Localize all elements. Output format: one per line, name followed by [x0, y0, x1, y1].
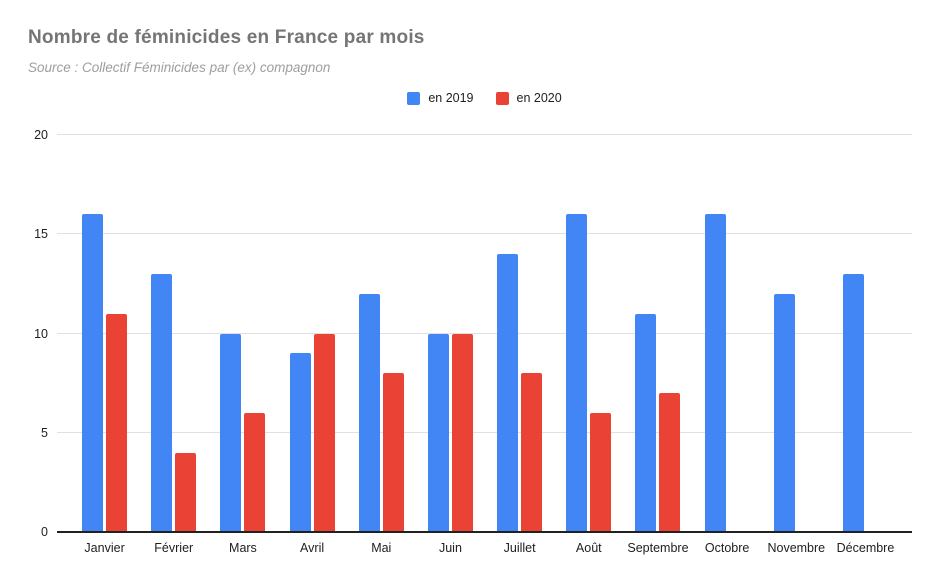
bar-en-2019-juillet [497, 254, 519, 532]
bar-en-2020-juillet [521, 373, 543, 532]
x-axis-month-label: Mars [229, 541, 257, 555]
bar-en-2020-mars [244, 412, 266, 532]
x-axis-month-label: Avril [300, 541, 325, 555]
bar-en-2019-aout [566, 214, 588, 532]
x-axis-month-label: Janvier [84, 541, 125, 555]
bars-area: Janvier Février Mars Avril Mai Juin Juillet Aoû… [70, 135, 900, 555]
bar-group-mars: Mars [208, 135, 277, 555]
bar-group-octobre: Octobre [693, 135, 762, 555]
x-axis-month-label: Décembre [836, 541, 895, 555]
x-axis-month-label: Mai [371, 541, 392, 555]
bar-group-juillet: Juillet [485, 135, 554, 555]
bar-en-2020-fevrier [175, 452, 197, 532]
legend-item-en-2019: en 2019 [407, 91, 474, 105]
bar-group-decembre: Décembre [831, 135, 900, 555]
bar-group-janvier: Janvier [70, 135, 139, 555]
bar-group-novembre: Novembre [762, 135, 831, 555]
chart-subtitle: Source : Collectif Féminicides par (ex) … [28, 60, 331, 75]
bar-group-avril: Avril [278, 135, 347, 555]
bar-en-2019-octobre [704, 214, 726, 532]
legend-label: en 2019 [428, 91, 474, 105]
y-axis-tick-label: 10 [34, 326, 48, 341]
bar-en-2019-novembre [773, 293, 795, 532]
bar-group-fevrier: Février [139, 135, 208, 555]
x-axis-month-label: Août [575, 541, 602, 555]
chart-title: Nombre de féminicides en France par mois [28, 27, 425, 48]
gridline-20 [57, 134, 912, 135]
bar-group-mai: Mai [347, 135, 416, 555]
bar-en-2020-janvier [106, 313, 128, 532]
bar-group-juin: Juin [416, 135, 485, 555]
x-axis-month-label: Septembre [627, 541, 689, 555]
bar-en-2019-mai [358, 293, 380, 532]
bar-en-2019-fevrier [151, 273, 173, 532]
bar-en-2020-aout [590, 412, 612, 532]
x-axis-month-label: Novembre [767, 541, 826, 555]
y-axis-tick-label: 15 [34, 227, 48, 242]
bar-en-2020-mai [382, 373, 404, 532]
gridline-5 [57, 431, 912, 433]
bar-en-2019-mars [220, 333, 242, 532]
legend-swatch-en-2020 [495, 91, 509, 105]
bar-group-septembre: Septembre [623, 135, 692, 555]
gridline-10 [57, 332, 912, 334]
y-axis-tick-label: 20 [34, 128, 48, 142]
bar-en-2019-juin [427, 333, 449, 532]
x-axis-month-label: Juillet [503, 541, 536, 555]
legend-swatch-en-2019 [407, 91, 421, 105]
bar-en-2019-avril [289, 353, 311, 532]
bar-en-2020-septembre [659, 393, 681, 532]
y-axis-tick-label: 0 [41, 525, 48, 539]
x-axis-month-label: Octobre [704, 541, 750, 555]
legend-label: en 2020 [516, 91, 562, 105]
x-axis-month-label: Février [154, 541, 194, 555]
x-axis-baseline [57, 531, 912, 533]
chart-legend: en 2019 en 2020 [57, 91, 912, 105]
bar-group-aout: Août [554, 135, 623, 555]
x-axis-month-label: Juin [438, 541, 462, 555]
legend-item-en-2020: en 2020 [495, 91, 562, 105]
bar-en-2019-janvier [82, 214, 104, 532]
plot-area: Janvier Février Mars Avril Mai Juin Juillet Aoû… [34, 128, 912, 555]
y-axis-tick-label: 5 [41, 425, 48, 440]
bar-en-2019-septembre [635, 313, 657, 532]
bar-en-2020-juin [451, 333, 473, 532]
gridline-15 [57, 233, 912, 235]
bar-en-2019-decembre [842, 273, 864, 532]
bar-en-2020-avril [313, 333, 335, 532]
